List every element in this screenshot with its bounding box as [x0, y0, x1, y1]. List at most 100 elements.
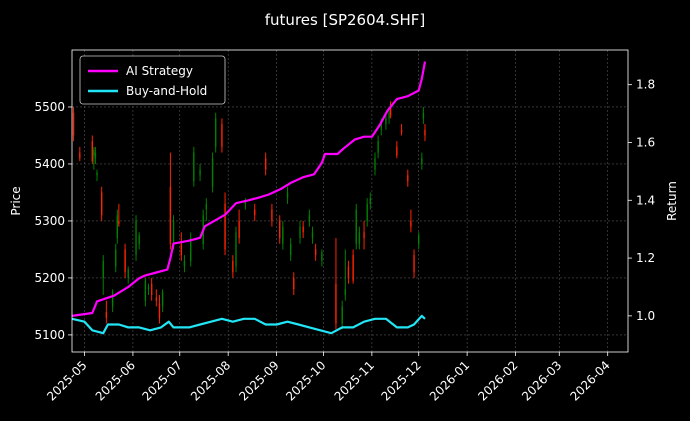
candle-body	[193, 152, 195, 182]
candle-body	[127, 269, 129, 278]
candle-body	[147, 286, 150, 290]
candle-body	[115, 249, 117, 267]
y-left-tick-label: 5500	[34, 100, 65, 114]
right-axis-label: Return	[665, 181, 679, 221]
candle-body	[93, 149, 95, 156]
candle-body	[150, 283, 153, 296]
y-right-tick-label: 1.6	[636, 135, 655, 149]
candle-body	[138, 235, 140, 244]
legend-buy-and-hold-label: Buy-and-Hold	[126, 84, 207, 98]
candle-body	[410, 220, 412, 227]
candle-body	[180, 243, 183, 256]
candle-body	[347, 266, 350, 278]
candle-body	[308, 215, 311, 221]
candle-body	[199, 169, 201, 176]
candle-body	[118, 220, 120, 224]
candle-body	[116, 215, 118, 239]
y-right-tick-label: 1.0	[636, 309, 655, 323]
y-left-tick-label: 5200	[34, 271, 65, 285]
candle-body	[94, 152, 97, 159]
candle-body	[102, 260, 104, 278]
candle-body	[244, 201, 247, 204]
candle-body	[264, 158, 267, 170]
candle-body	[396, 146, 398, 156]
candle-body	[214, 118, 217, 147]
candle-body	[366, 203, 368, 221]
candle-body	[385, 118, 387, 125]
candle-body	[91, 141, 94, 162]
candle-body	[380, 124, 382, 130]
candlesticks	[72, 101, 426, 330]
candle-body	[314, 249, 317, 256]
legend: AI Strategy Buy-and-Hold	[79, 55, 226, 105]
candle-body	[422, 112, 425, 119]
gridlines	[72, 50, 628, 352]
candle-body	[418, 235, 420, 244]
candle-body	[189, 238, 192, 261]
candle-body	[374, 158, 376, 170]
y-right-tick-label: 1.8	[636, 78, 655, 92]
candle-body	[161, 292, 164, 307]
y-left-tick-label: 5300	[34, 214, 65, 228]
candle-body	[311, 232, 314, 239]
candle-body	[105, 312, 108, 318]
candle-body	[302, 226, 304, 233]
ai-strategy-line	[71, 61, 427, 317]
candle-body	[79, 152, 81, 159]
candle-body	[183, 260, 186, 267]
y-left-tick-label: 5100	[34, 328, 65, 342]
y-left-tick-label: 5400	[34, 157, 65, 171]
candle-body	[135, 220, 137, 256]
candle-body	[369, 198, 372, 204]
chart-title: futures [SP2604.SHF]	[265, 11, 425, 29]
candle-body	[289, 243, 292, 256]
buy-and-hold-line	[71, 314, 426, 335]
left-y-axis: 5100 5200 5300 5400 5500	[34, 100, 72, 342]
candle-body	[205, 203, 208, 210]
candle-body	[211, 158, 214, 187]
candle-body	[100, 192, 103, 216]
y-right-tick-label: 1.4	[636, 193, 655, 207]
candle-body	[424, 129, 426, 136]
candle-body	[341, 306, 343, 324]
candle-body	[321, 252, 323, 261]
candle-body	[158, 303, 161, 318]
candle-body	[235, 232, 237, 267]
candle-body	[238, 220, 240, 239]
candle-body	[124, 249, 126, 273]
candle-body	[407, 175, 409, 182]
candle-body	[271, 209, 273, 221]
candle-body	[96, 172, 98, 176]
candle-body	[400, 129, 403, 133]
candle-body	[352, 255, 354, 281]
candle-body	[144, 280, 147, 301]
candle-body	[377, 141, 379, 153]
candle-body	[279, 220, 281, 239]
return-lines	[71, 61, 427, 335]
candle-body	[355, 209, 357, 244]
y-right-tick-label: 1.2	[636, 251, 655, 265]
candle-body	[224, 203, 226, 250]
candle-body	[335, 283, 337, 324]
candle-body	[111, 292, 114, 307]
candle-body	[72, 112, 75, 136]
legend-ai-strategy-label: AI Strategy	[126, 64, 193, 78]
candle-body	[421, 158, 423, 164]
candle-body	[358, 232, 361, 244]
left-axis-label: Price	[9, 186, 23, 215]
candle-body	[254, 209, 256, 216]
candle-body	[172, 220, 175, 244]
candle-body	[293, 277, 295, 290]
candle-body	[221, 124, 223, 147]
candle-body	[388, 112, 390, 119]
candle-body	[232, 260, 234, 273]
plot-frame	[71, 49, 629, 353]
candle-body	[169, 186, 172, 244]
candle-body	[344, 289, 347, 296]
candle-body	[363, 232, 365, 239]
right-y-axis: 1.0 1.2 1.4 1.6 1.8	[628, 78, 655, 323]
candle-body	[155, 297, 158, 301]
candle-body	[299, 226, 301, 239]
candle-body	[413, 255, 415, 273]
